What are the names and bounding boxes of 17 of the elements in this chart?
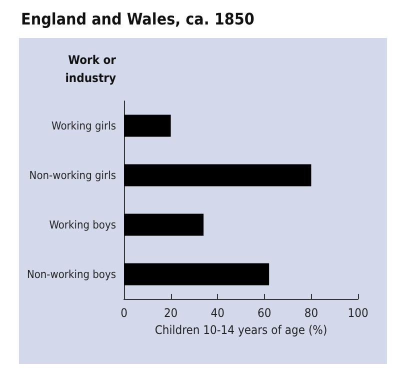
- chart-title: England and Wales, ca. 1850: [21, 10, 254, 28]
- bar: [124, 114, 171, 137]
- x-tick-label: 100: [348, 306, 368, 320]
- y-tick-label: Non-working boys: [26, 268, 116, 281]
- x-tick-label: 60: [258, 306, 272, 320]
- y-tick-label: Working girls: [52, 119, 116, 132]
- x-tick-label: 20: [164, 306, 178, 320]
- x-axis-title: Children 10-14 years of age (%): [154, 322, 328, 337]
- y-tick-label: Working boys: [49, 218, 116, 232]
- x-tick-label: 80: [304, 306, 318, 320]
- x-tick-label: 40: [210, 306, 225, 320]
- bar: [124, 164, 312, 186]
- bar: [124, 263, 270, 286]
- y-tick-label: Non-working girls: [29, 168, 116, 182]
- x-tick-label: 0: [120, 306, 128, 320]
- y-axis-title: Work or industry: [65, 53, 117, 85]
- bar: [124, 214, 204, 236]
